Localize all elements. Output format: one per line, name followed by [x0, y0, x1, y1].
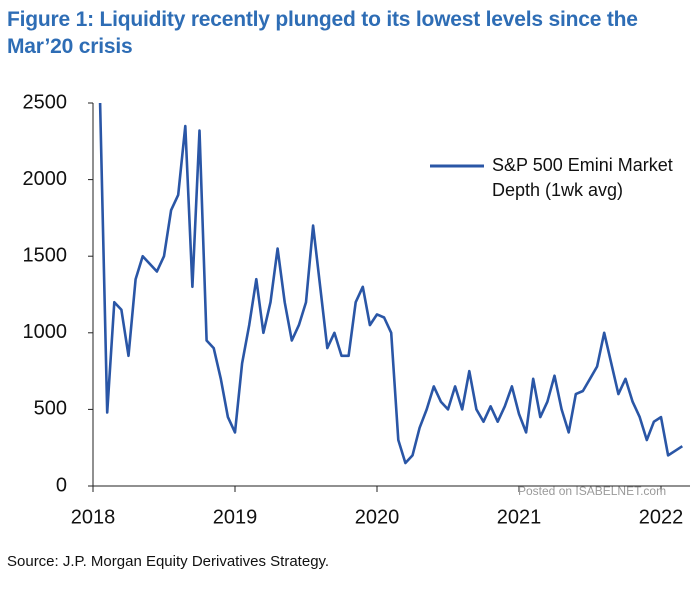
x-tick-label: 2019 — [213, 506, 258, 528]
y-tick-label: 1000 — [23, 321, 68, 343]
y-tick-label: 2000 — [23, 168, 68, 190]
y-tick-label: 2500 — [23, 91, 68, 113]
x-tick-label: 2020 — [355, 506, 400, 528]
legend-label: S&P 500 Emini Market Depth (1wk avg) — [492, 155, 673, 200]
data-line — [98, 102, 684, 465]
y-tick-label: 500 — [34, 398, 67, 420]
y-tick-label: 0 — [56, 474, 67, 496]
x-tick-label: 2022 — [639, 506, 684, 528]
chart-title: Figure 1: Liquidity recently plunged to … — [7, 8, 638, 58]
x-tick-label: 2018 — [71, 506, 116, 528]
x-tick-label: 2021 — [497, 506, 542, 528]
source-note: Source: J.P. Morgan Equity Derivatives S… — [7, 553, 330, 570]
watermark: Posted on ISABELNET.com — [518, 484, 667, 498]
y-tick-label: 1500 — [23, 244, 68, 266]
